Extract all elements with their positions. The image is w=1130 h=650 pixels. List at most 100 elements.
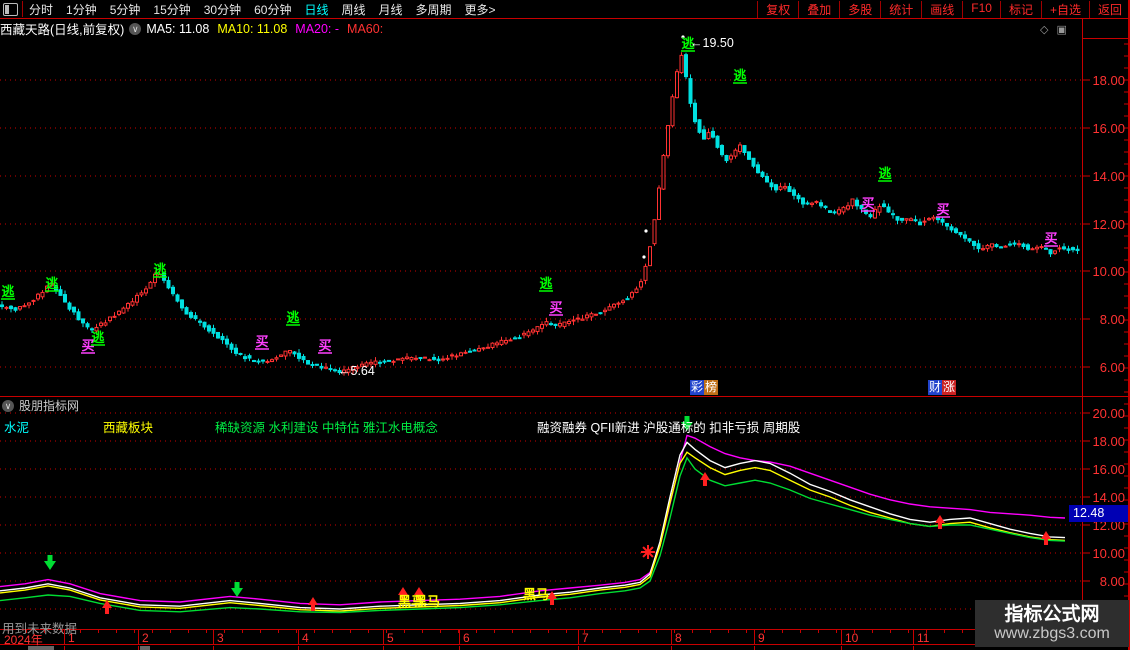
axis-tick: [602, 630, 603, 633]
event-badge: 财涨: [928, 380, 956, 395]
svg-text:买: 买: [549, 300, 562, 315]
clipped-text-fragment: [28, 646, 54, 650]
month-divider: [841, 630, 842, 644]
main-axis-label: 14.00: [1092, 169, 1125, 184]
axis-tick: [548, 630, 549, 633]
axis-tick: [818, 630, 819, 633]
month-divider: [578, 630, 579, 644]
axis-tick: [836, 630, 837, 633]
svg-text:买: 买: [81, 338, 94, 353]
badge-char: 涨: [942, 380, 956, 395]
f10-button[interactable]: F10: [962, 0, 1000, 18]
axis-tick: [656, 630, 657, 633]
svg-text:逃: 逃: [153, 262, 167, 277]
axis-tick: [278, 630, 279, 633]
axis-tick: [422, 630, 423, 633]
window-control-icons: ◇ ▣: [1040, 21, 1082, 37]
axis-tick: [710, 630, 711, 633]
chevron-down-icon[interactable]: ∨: [129, 22, 142, 35]
tab-更多>[interactable]: 更多>: [464, 2, 496, 17]
chevron-down-icon[interactable]: ∨: [2, 399, 14, 412]
axis-tick: [692, 630, 693, 633]
axis-tick: [944, 630, 945, 633]
sub-axis-label: 18.00: [1092, 434, 1125, 449]
axis-top-line: [1082, 38, 1128, 39]
svg-text:逃: 逃: [681, 36, 695, 51]
stub-tick: [578, 646, 579, 650]
axis-divider-line: [1082, 19, 1083, 645]
button-标记[interactable]: 标记: [999, 0, 1041, 18]
axis-tick: [638, 630, 639, 633]
axis-tick: [854, 630, 855, 633]
tab-1分钟[interactable]: 1分钟: [66, 2, 97, 17]
month-divider: [138, 630, 139, 644]
stock-title: 西藏天路(日线,前复权): [0, 23, 125, 37]
tab-60分钟[interactable]: 60分钟: [254, 2, 292, 17]
svg-text:买: 买: [318, 338, 331, 353]
svg-text:逃: 逃: [45, 276, 59, 291]
stub-tick: [913, 646, 914, 650]
panel-icon[interactable]: ▣: [1056, 23, 1067, 36]
top-toolbar: 分时 1分钟 5分钟 15分钟 30分钟 60分钟 日线 周线 月线 多周期 更多> 复权 叠加 多股统…: [0, 0, 1130, 19]
watermark: 指标公式网 www.zbgs3.com: [975, 600, 1129, 647]
axis-tick: [584, 630, 585, 633]
axis-tick: [458, 630, 459, 633]
toolbar-divider: [22, 1, 23, 17]
month-label: 1: [68, 631, 75, 645]
axis-tick: [620, 630, 621, 633]
sub-axis-label: 14.00: [1092, 490, 1125, 505]
button-画线[interactable]: 画线: [921, 0, 962, 18]
ma-item: MA60:: [347, 21, 384, 36]
axis-tick: [98, 630, 99, 633]
tab-分时[interactable]: 分时: [29, 2, 54, 17]
main-axis-label: 8.00: [1099, 312, 1125, 327]
tab-月线[interactable]: 月线: [378, 2, 403, 17]
month-label: 9: [758, 631, 765, 645]
stock-tag: 水泥: [4, 421, 30, 435]
tab-15分钟[interactable]: 15分钟: [153, 2, 191, 17]
svg-text:逃: 逃: [91, 330, 105, 345]
button-+自选[interactable]: +自选: [1040, 0, 1089, 18]
sub-axis-label: 16.00: [1092, 462, 1125, 477]
indicator-name: 股朋指标网: [19, 399, 80, 413]
axis-tick: [62, 630, 63, 633]
month-divider: [754, 630, 755, 644]
axis-tick: [8, 630, 9, 633]
button-统计[interactable]: 统计: [880, 0, 921, 18]
month-label: 6: [463, 631, 470, 645]
layout-icon[interactable]: [3, 2, 18, 16]
button-多股[interactable]: 多股: [839, 0, 880, 18]
button-叠加[interactable]: 叠加: [798, 0, 839, 18]
axis-tick: [440, 630, 441, 633]
axis-tick: [224, 630, 225, 633]
stub-tick: [754, 646, 755, 650]
axis-tick: [152, 630, 153, 633]
bottom-clipped-row: [0, 646, 1128, 650]
ma-item: MA5: 11.08: [146, 21, 210, 36]
tab-30分钟[interactable]: 30分钟: [203, 2, 242, 17]
sub-axis-label: 10.00: [1092, 546, 1125, 561]
axis-tick: [116, 630, 117, 633]
svg-text:←5.64: ←5.64: [338, 364, 375, 378]
svg-text:逃: 逃: [878, 166, 892, 181]
button-复权[interactable]: 复权: [757, 0, 798, 18]
ma-values: MA5: 11.08 MA10: 11.08 MA20: - MA60:: [146, 22, 383, 36]
tab-日线[interactable]: 日线: [304, 2, 329, 17]
tab-周线[interactable]: 周线: [341, 2, 366, 17]
axis-tick: [134, 630, 135, 633]
time-axis[interactable]: 2024年 1 2 3 4 5 6 7 8 9 10 11: [0, 629, 1128, 647]
tab-多周期[interactable]: 多周期: [415, 2, 452, 17]
axis-tick: [314, 630, 315, 633]
main-axis-label: 12.00: [1092, 217, 1125, 232]
diamond-icon[interactable]: ◇: [1040, 23, 1049, 36]
stub-tick: [298, 646, 299, 650]
svg-text:黑马: 黑马: [398, 594, 424, 609]
tab-5分钟[interactable]: 5分钟: [109, 2, 141, 17]
toolbar-right-buttons: 复权 叠加 多股 统计 画线 F10 标记 +自选 返回: [757, 0, 1130, 18]
button-返回[interactable]: 返回: [1088, 0, 1130, 18]
future-data-note: 用到未来数据: [2, 622, 78, 636]
stub-tick: [671, 646, 672, 650]
axis-tick: [566, 630, 567, 633]
